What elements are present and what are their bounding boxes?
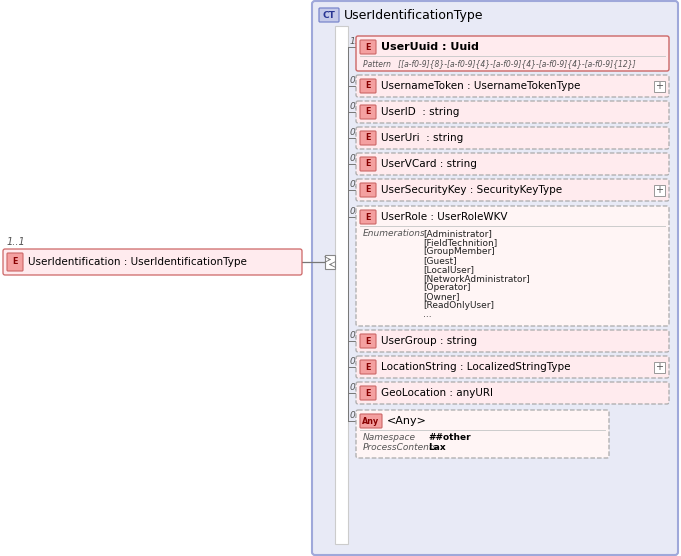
Text: [ReadOnlyUser]: [ReadOnlyUser] xyxy=(423,301,494,310)
FancyBboxPatch shape xyxy=(356,206,669,326)
Text: 0..1: 0..1 xyxy=(350,331,367,340)
Text: UserIdentificationType: UserIdentificationType xyxy=(344,8,484,22)
FancyBboxPatch shape xyxy=(319,8,339,22)
Text: [NetworkAdministrator]: [NetworkAdministrator] xyxy=(423,274,530,283)
Text: 0..1: 0..1 xyxy=(350,357,367,366)
Text: E: E xyxy=(365,389,370,398)
Text: Pattern   [[a-f0-9]{8}-[a-f0-9]{4}-[a-f0-9]{4}-[a-f0-9]{4}-[a-f0-9]{12}]: Pattern [[a-f0-9]{8}-[a-f0-9]{4}-[a-f0-9… xyxy=(363,59,635,68)
Text: 0..1: 0..1 xyxy=(350,207,367,216)
Text: [FieldTechnition]: [FieldTechnition] xyxy=(423,238,497,247)
Text: 0..1: 0..1 xyxy=(350,128,367,137)
FancyBboxPatch shape xyxy=(360,334,376,348)
Text: E: E xyxy=(365,160,370,168)
Text: +: + xyxy=(656,362,663,372)
Text: 1..1: 1..1 xyxy=(7,237,26,247)
Text: 0..1: 0..1 xyxy=(350,180,367,189)
Text: E: E xyxy=(365,212,370,221)
Text: GeoLocation : anyURI: GeoLocation : anyURI xyxy=(381,388,493,398)
FancyBboxPatch shape xyxy=(360,210,376,224)
Text: LocationString : LocalizedStringType: LocationString : LocalizedStringType xyxy=(381,362,571,372)
Bar xyxy=(325,255,335,269)
FancyBboxPatch shape xyxy=(356,330,669,352)
Text: ProcessContents: ProcessContents xyxy=(363,443,438,452)
Text: [Guest]: [Guest] xyxy=(423,256,457,265)
FancyBboxPatch shape xyxy=(356,179,669,201)
Text: [GroupMember]: [GroupMember] xyxy=(423,247,495,256)
Text: +: + xyxy=(656,81,663,91)
Text: [Owner]: [Owner] xyxy=(423,292,460,301)
FancyBboxPatch shape xyxy=(360,414,382,428)
Text: Namespace: Namespace xyxy=(363,433,416,442)
Text: Lax: Lax xyxy=(428,443,445,452)
FancyBboxPatch shape xyxy=(360,40,376,54)
Text: 0..1: 0..1 xyxy=(350,383,367,392)
Text: UserVCard : string: UserVCard : string xyxy=(381,159,477,169)
Text: CT: CT xyxy=(323,11,336,19)
Text: E: E xyxy=(365,133,370,142)
Text: E: E xyxy=(365,363,370,371)
Text: 1..1: 1..1 xyxy=(350,37,367,46)
Text: UserRole : UserRoleWKV: UserRole : UserRoleWKV xyxy=(381,212,507,222)
FancyBboxPatch shape xyxy=(360,183,376,197)
FancyBboxPatch shape xyxy=(654,81,665,92)
FancyBboxPatch shape xyxy=(312,1,678,555)
Text: 0..1: 0..1 xyxy=(350,102,367,111)
Text: <Any>: <Any> xyxy=(387,416,427,426)
FancyBboxPatch shape xyxy=(356,153,669,175)
Text: E: E xyxy=(365,42,370,52)
FancyBboxPatch shape xyxy=(360,157,376,171)
Text: [Operator]: [Operator] xyxy=(423,283,471,292)
Text: 0..*: 0..* xyxy=(350,411,366,420)
FancyBboxPatch shape xyxy=(3,249,302,275)
FancyBboxPatch shape xyxy=(356,127,669,149)
Text: UserUuid : Uuid: UserUuid : Uuid xyxy=(381,42,479,52)
Text: [Administrator]: [Administrator] xyxy=(423,229,492,238)
Text: UserSecurityKey : SecurityKeyType: UserSecurityKey : SecurityKeyType xyxy=(381,185,562,195)
FancyBboxPatch shape xyxy=(360,131,376,145)
FancyBboxPatch shape xyxy=(356,382,669,404)
FancyBboxPatch shape xyxy=(360,386,376,400)
FancyBboxPatch shape xyxy=(654,185,665,196)
Text: E: E xyxy=(365,186,370,195)
Text: E: E xyxy=(12,257,18,266)
FancyBboxPatch shape xyxy=(654,361,665,373)
Text: UsernameToken : UsernameTokenType: UsernameToken : UsernameTokenType xyxy=(381,81,580,91)
FancyBboxPatch shape xyxy=(360,105,376,119)
Text: [LocalUser]: [LocalUser] xyxy=(423,265,474,274)
FancyBboxPatch shape xyxy=(356,410,609,458)
FancyBboxPatch shape xyxy=(356,36,669,71)
Text: UserGroup : string: UserGroup : string xyxy=(381,336,477,346)
FancyBboxPatch shape xyxy=(7,253,23,271)
Text: Enumerations: Enumerations xyxy=(363,229,426,238)
Text: Any: Any xyxy=(362,416,379,425)
Text: 0..1: 0..1 xyxy=(350,154,367,163)
Text: UserID  : string: UserID : string xyxy=(381,107,460,117)
FancyBboxPatch shape xyxy=(360,360,376,374)
Text: +: + xyxy=(656,185,663,195)
Text: ...: ... xyxy=(423,310,432,319)
FancyBboxPatch shape xyxy=(356,356,669,378)
Text: E: E xyxy=(365,336,370,345)
Text: UserUri  : string: UserUri : string xyxy=(381,133,463,143)
Text: UserIdentification : UserIdentificationType: UserIdentification : UserIdentificationT… xyxy=(28,257,247,267)
FancyBboxPatch shape xyxy=(356,75,669,97)
Text: 0..1: 0..1 xyxy=(350,76,367,85)
Text: ##other: ##other xyxy=(428,433,471,442)
Bar xyxy=(335,26,348,544)
FancyBboxPatch shape xyxy=(360,79,376,93)
Text: E: E xyxy=(365,107,370,117)
Text: E: E xyxy=(365,82,370,91)
FancyBboxPatch shape xyxy=(356,101,669,123)
